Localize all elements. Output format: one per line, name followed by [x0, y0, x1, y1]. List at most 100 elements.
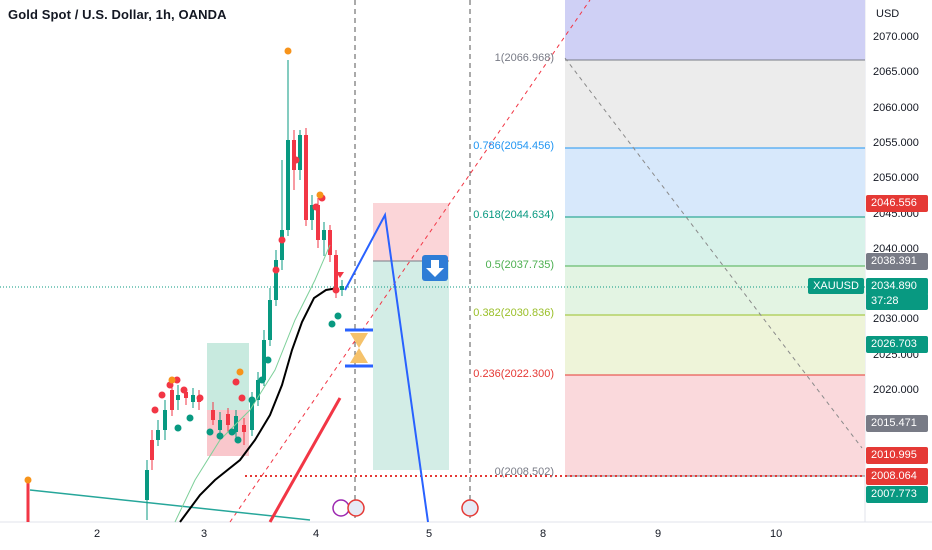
moving-average-fast — [174, 244, 331, 523]
price-tick: 2060.000 — [873, 101, 919, 114]
price-tag[interactable]: 2026.703 — [866, 336, 928, 353]
signal-dot-buy — [334, 312, 342, 320]
price-tick: 2040.000 — [873, 242, 919, 255]
candle-body — [256, 380, 260, 400]
price-tick: 2030.000 — [873, 313, 919, 326]
fib-level-label: 0(2008.502) — [494, 466, 554, 478]
fib-diagonal — [564, 57, 863, 449]
price-tag[interactable]: 2007.773 — [866, 486, 928, 503]
fib-level-label: 0.382(2030.836) — [473, 307, 554, 319]
fib-zone — [565, 60, 865, 148]
moving-average — [179, 287, 339, 523]
signal-dot-buy — [186, 414, 194, 422]
signal-dot-sell — [173, 376, 181, 384]
candle-body — [191, 395, 195, 402]
fib-zone — [565, 217, 865, 266]
candle-body — [286, 140, 290, 230]
signal-dot-sell — [292, 156, 300, 164]
signal-dot-sell — [312, 203, 320, 211]
projection-path — [344, 211, 429, 523]
candle-body — [304, 135, 308, 220]
signal-dot-alert — [316, 191, 324, 199]
target-zone — [373, 261, 449, 470]
price-tick: 2070.000 — [873, 31, 919, 43]
price-tag[interactable]: 2010.995 — [866, 447, 928, 464]
flag-icon — [461, 499, 479, 517]
price-tag[interactable]: 37:28 — [866, 293, 928, 310]
candle-body — [176, 395, 180, 400]
signal-dot-buy — [228, 428, 236, 436]
signal-dot-buy — [216, 432, 224, 440]
fib-level-label: 0.786(2054.456) — [473, 140, 554, 152]
candle-body — [145, 470, 149, 500]
lower-trendline — [29, 489, 311, 521]
price-tag[interactable]: 2034.890 — [866, 278, 928, 295]
fib-level-label: 0.5(2037.735) — [485, 259, 555, 271]
signal-dot-sell — [272, 266, 280, 274]
candle-body — [184, 392, 188, 398]
signal-dot-sell — [180, 386, 188, 394]
price-tag[interactable]: 2008.064 — [866, 468, 928, 485]
price-tag[interactable]: 2038.391 — [866, 253, 928, 270]
time-tick: 10 — [770, 528, 783, 540]
candle-body — [150, 440, 154, 460]
candle-body — [298, 135, 302, 170]
candle-body — [170, 390, 174, 410]
candle-body — [328, 230, 332, 255]
price-tag[interactable]: 2046.556 — [866, 195, 928, 212]
time-tick: 3 — [201, 528, 208, 540]
fib-zone — [565, 375, 865, 476]
price-tick: 2065.000 — [873, 66, 919, 79]
signal-dot-sell — [232, 378, 240, 386]
signal-dot-sell — [238, 394, 246, 402]
price-tag[interactable]: 2015.471 — [866, 415, 928, 432]
candle-body — [163, 410, 167, 430]
signal-dot-sell — [158, 391, 166, 399]
signal-dot-sell — [332, 286, 340, 294]
hourglass-icon — [350, 333, 368, 363]
candle-body — [218, 420, 222, 430]
signal-dot-alert — [284, 47, 292, 55]
time-tick: 9 — [655, 528, 662, 540]
trendline-dashed — [229, 0, 591, 523]
time-tick: 2 — [94, 528, 101, 540]
signal-dot-alert — [236, 368, 244, 376]
fib-zone — [565, 0, 865, 60]
flag-icon — [347, 499, 365, 517]
signal-dot-buy — [206, 428, 214, 436]
candle-body — [226, 414, 230, 425]
event-icon — [332, 499, 350, 517]
candle-body — [316, 205, 320, 240]
arrow-down-icon — [426, 260, 444, 277]
signal-dot-buy — [328, 320, 336, 328]
signal-dot-sell — [278, 236, 286, 244]
price-tick: 2055.000 — [873, 136, 919, 149]
momentum-line — [268, 397, 342, 523]
fib-zone — [565, 315, 865, 375]
fib-level-label: 0.236(2022.300) — [473, 368, 554, 380]
candle-body — [292, 140, 296, 170]
candle-body — [274, 260, 278, 300]
candle-body — [262, 340, 266, 380]
time-tick: 8 — [540, 528, 547, 540]
candle-body — [340, 286, 344, 290]
time-tick: 4 — [313, 528, 320, 540]
signal-dot-buy — [264, 356, 272, 364]
signal-dot-sell — [151, 406, 159, 414]
candle-body — [156, 430, 160, 440]
currency-label: USD — [876, 8, 900, 20]
candle-body — [322, 230, 326, 240]
candle-body — [211, 410, 215, 420]
signal-dot-buy — [174, 424, 182, 432]
symbol-tag[interactable]: XAUUSD — [808, 278, 864, 294]
fib-level-label: 1(2066.968) — [494, 52, 554, 64]
sell-marker — [336, 272, 344, 278]
price-tick: 2020.000 — [873, 384, 919, 396]
candle-body — [250, 400, 254, 430]
signal-dot-buy — [248, 396, 256, 404]
signal-dot-buy — [258, 376, 266, 384]
candle-body — [334, 255, 338, 290]
chart-title: Gold Spot / U.S. Dollar, 1h, OANDA — [8, 7, 227, 22]
price-tick: 2050.000 — [873, 172, 919, 185]
